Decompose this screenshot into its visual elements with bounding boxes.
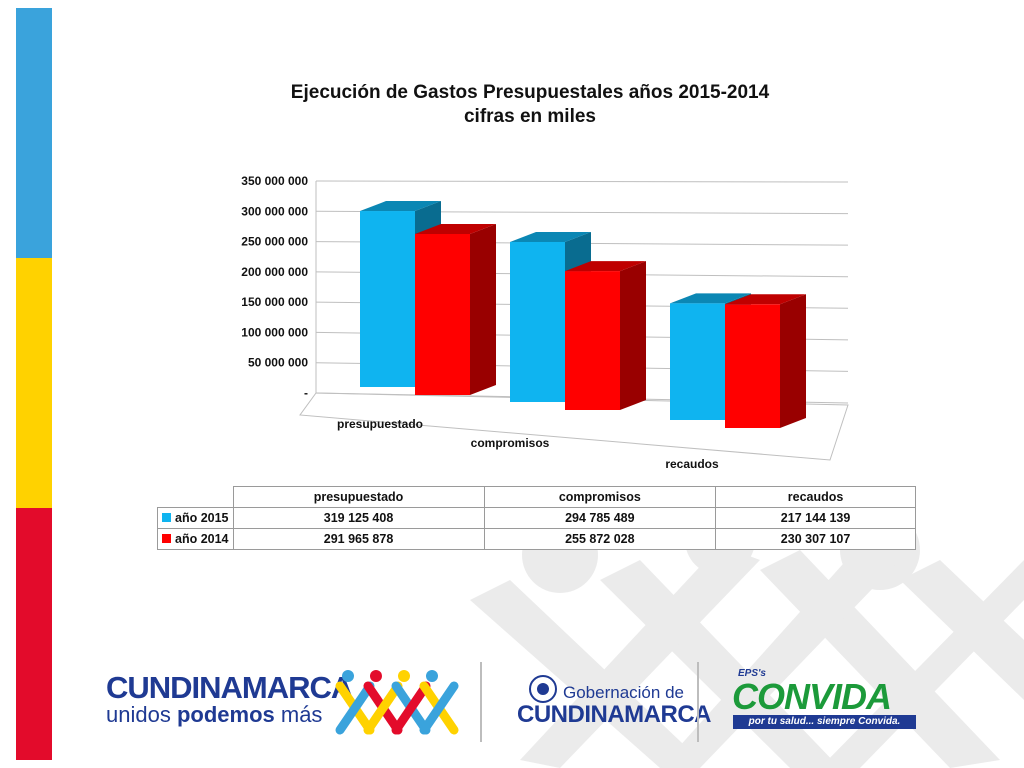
y-tick-label: 250 000 000: [241, 235, 308, 249]
gobernacion-cundinamarca: CUNDINAMARCA: [517, 701, 711, 728]
bar-2014: [415, 234, 470, 395]
series-name: año 2014: [175, 532, 229, 546]
people-x-logo-icon: [335, 670, 459, 735]
series-label: año 2015: [157, 507, 234, 529]
convida-logo-text: CONVIDA: [732, 676, 892, 717]
table-cell: 294 785 489: [483, 507, 717, 529]
legend-swatch-2014: [162, 534, 171, 543]
bar-top-2014: [565, 261, 646, 272]
bar-side-2014: [470, 224, 496, 395]
y-tick-label: -: [304, 386, 308, 400]
table-header: recaudos: [715, 486, 916, 508]
cundinamarca-slogan: unidos podemos más: [106, 702, 322, 728]
stripe-yellow: [16, 258, 52, 508]
stripe-red: [16, 508, 52, 760]
y-tick-label: 300 000 000: [241, 204, 308, 218]
table-cell: 217 144 139: [715, 507, 916, 529]
slogan-part: unidos: [106, 702, 177, 727]
coat-of-arms-icon: [529, 675, 557, 703]
bar-top-2014: [725, 294, 806, 305]
bar-top-2014: [415, 224, 496, 235]
stripe-blue: [16, 8, 52, 258]
bar-side-2014: [620, 261, 646, 410]
table-header: presupuestado: [232, 486, 485, 508]
y-tick-label: 50 000 000: [248, 356, 308, 370]
table-cell: 255 872 028: [483, 528, 717, 550]
y-tick-label: 200 000 000: [241, 265, 308, 279]
table-cell: 319 125 408: [232, 507, 485, 529]
logo-divider: [697, 662, 699, 742]
bar-top-2015: [510, 231, 591, 242]
slogan-part: más: [274, 702, 323, 727]
bar-2014: [565, 271, 620, 410]
table-cell: 291 965 878: [232, 528, 485, 550]
logo-divider: [480, 662, 482, 742]
data-table: presupuestado compromisos recaudos año 2…: [157, 486, 916, 550]
x-category-label: presupuestado: [337, 417, 423, 431]
table-row: año 2015 319 125 408 294 785 489 217 144…: [157, 507, 916, 529]
bar-top-2015: [360, 201, 441, 212]
table-header-row: presupuestado compromisos recaudos: [157, 486, 916, 508]
x-category-label: compromisos: [471, 436, 550, 450]
bar-2014: [725, 304, 780, 428]
series-label: año 2014: [157, 528, 234, 550]
series-name: año 2015: [175, 511, 229, 525]
table-row: año 2014 291 965 878 255 872 028 230 307…: [157, 528, 916, 550]
bar-2015: [360, 211, 415, 387]
y-tick-label: 150 000 000: [241, 295, 308, 309]
y-tick-label: 100 000 000: [241, 325, 308, 339]
chart-title: Ejecución de Gastos Presupuestales años …: [290, 82, 770, 103]
y-tick-label: 350 000 000: [241, 174, 308, 188]
bar-top-2015: [670, 293, 751, 304]
left-color-stripe: [16, 8, 52, 760]
bar-2015: [670, 303, 725, 420]
gobernacion-label: Gobernación de: [563, 683, 684, 702]
eps-label: EPS's: [738, 668, 766, 679]
table-header: compromisos: [483, 486, 717, 508]
slogan-bold: podemos: [176, 702, 275, 727]
gridline: [315, 180, 849, 183]
bar-side-2014: [780, 294, 806, 428]
bar-2015: [510, 241, 565, 402]
table-corner: [157, 486, 234, 508]
legend-swatch-2015: [162, 513, 171, 522]
chart-subtitle: cifras en miles: [463, 106, 597, 127]
cundinamarca-logo-text: CUNDINAMARCA: [106, 670, 353, 705]
x-category-label: recaudos: [665, 457, 719, 471]
convida-tagline: por tu salud... siempre Convida.: [733, 715, 916, 729]
table-cell: 230 307 107: [715, 528, 916, 550]
